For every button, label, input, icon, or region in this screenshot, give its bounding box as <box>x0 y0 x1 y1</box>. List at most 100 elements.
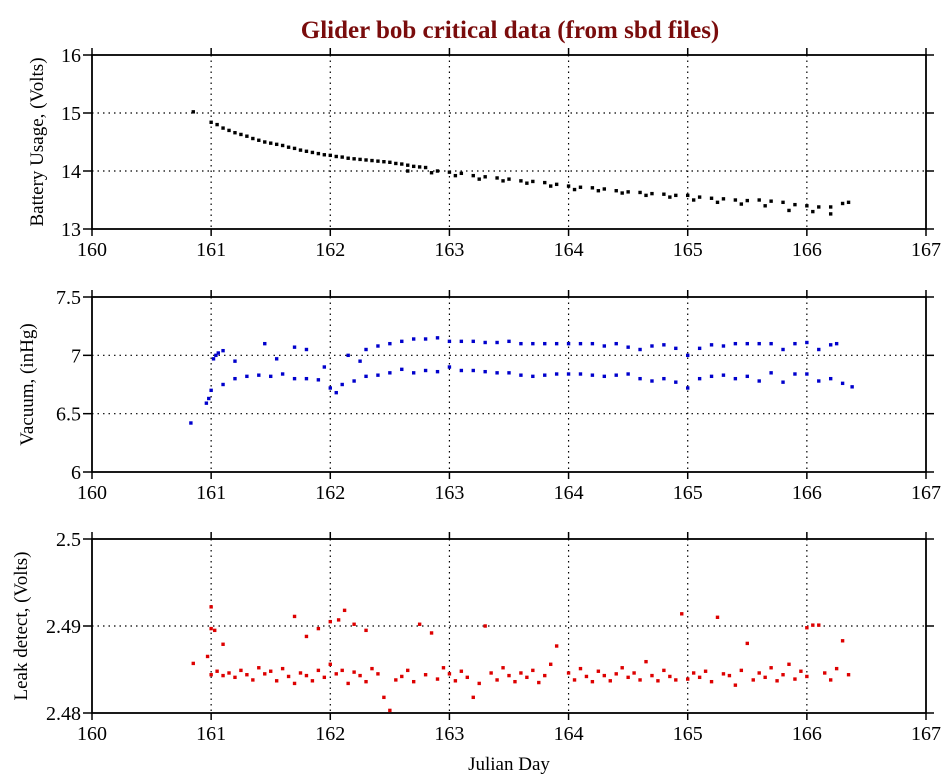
data-point <box>322 675 327 680</box>
data-point <box>310 150 315 155</box>
data-point <box>204 401 209 405</box>
data-point <box>703 669 708 673</box>
data-point <box>757 671 761 675</box>
data-point <box>328 662 332 666</box>
data-point <box>626 345 630 349</box>
data-point <box>340 668 344 673</box>
data-point <box>578 185 583 189</box>
data-point <box>596 669 601 673</box>
data-point <box>721 672 726 676</box>
x-tick-label: 165 <box>673 239 703 261</box>
data-point <box>227 128 231 133</box>
data-point <box>757 379 761 383</box>
y-tick-label: 15 <box>61 103 81 125</box>
data-point <box>584 674 589 679</box>
data-point <box>674 346 678 351</box>
data-point <box>638 376 642 381</box>
data-point <box>352 379 356 383</box>
data-point <box>590 341 595 346</box>
x-tick-label: 160 <box>77 723 107 745</box>
data-point <box>459 669 464 673</box>
data-point <box>245 134 249 138</box>
data-point <box>239 132 243 137</box>
data-point <box>376 159 380 163</box>
x-tick-label: 160 <box>77 482 107 504</box>
data-point <box>507 339 511 344</box>
data-point <box>352 622 356 626</box>
data-point <box>346 156 350 160</box>
data-point <box>465 675 469 680</box>
data-point <box>823 671 827 675</box>
data-point <box>441 666 446 670</box>
data-point <box>549 662 553 666</box>
data-point <box>263 140 267 144</box>
data-point <box>709 196 714 200</box>
data-point <box>280 372 285 376</box>
data-point <box>423 165 428 170</box>
data-point <box>709 679 714 684</box>
x-tick-label: 167 <box>911 239 941 261</box>
data-point <box>411 679 416 684</box>
data-point <box>590 373 595 377</box>
y-tick-label: 2.49 <box>46 616 81 638</box>
data-point <box>543 180 547 185</box>
data-point <box>346 353 350 358</box>
data-point <box>781 200 785 205</box>
data-point <box>566 671 571 675</box>
data-point <box>471 173 475 178</box>
data-point <box>322 153 327 157</box>
data-point <box>781 673 785 677</box>
data-point <box>328 619 332 624</box>
data-point <box>566 184 571 188</box>
data-point <box>686 386 690 390</box>
data-point <box>650 344 654 348</box>
chart-title: Glider bob critical data (from sbd files… <box>301 17 720 44</box>
data-point <box>298 671 303 675</box>
data-point <box>850 385 854 389</box>
data-point <box>483 624 487 628</box>
data-point <box>364 679 368 684</box>
data-point <box>298 148 303 152</box>
data-point <box>662 376 666 381</box>
data-point <box>257 666 261 670</box>
data-point <box>274 357 279 361</box>
data-point <box>715 615 720 619</box>
data-point <box>793 677 797 681</box>
y-tick-label: 7 <box>71 345 81 367</box>
data-point <box>733 341 738 346</box>
data-point <box>614 672 618 676</box>
data-point <box>626 190 630 194</box>
x-tick-label: 161 <box>196 239 226 261</box>
data-point <box>376 373 380 377</box>
data-point <box>757 341 761 346</box>
data-point <box>471 339 475 344</box>
data-point <box>215 122 219 127</box>
data-point <box>543 373 547 377</box>
data-point <box>817 379 821 383</box>
data-point <box>507 371 511 375</box>
data-point <box>572 187 577 192</box>
data-point <box>221 126 225 130</box>
data-point <box>435 336 440 340</box>
data-point <box>411 337 416 341</box>
data-point <box>745 341 749 346</box>
data-point <box>189 421 193 425</box>
data-point <box>286 674 291 679</box>
data-point <box>221 382 225 387</box>
data-point <box>590 186 595 190</box>
data-point <box>304 347 309 352</box>
data-point <box>596 189 601 193</box>
data-point <box>453 173 458 178</box>
data-point <box>388 160 392 164</box>
data-point <box>805 340 809 345</box>
data-point <box>554 341 559 346</box>
data-point <box>364 347 368 352</box>
data-point <box>459 171 464 176</box>
data-point <box>644 659 648 664</box>
panel-vacuum: 160 161 162 163 164 165 166 167 6 6.5 7 7.5 Vacuum, … <box>17 287 941 504</box>
data-point <box>304 634 309 639</box>
data-point <box>697 195 702 199</box>
y-axis-label: Vacuum, (inHg) <box>17 323 38 445</box>
plot-frame <box>91 538 927 714</box>
x-tick-label: 161 <box>196 723 226 745</box>
